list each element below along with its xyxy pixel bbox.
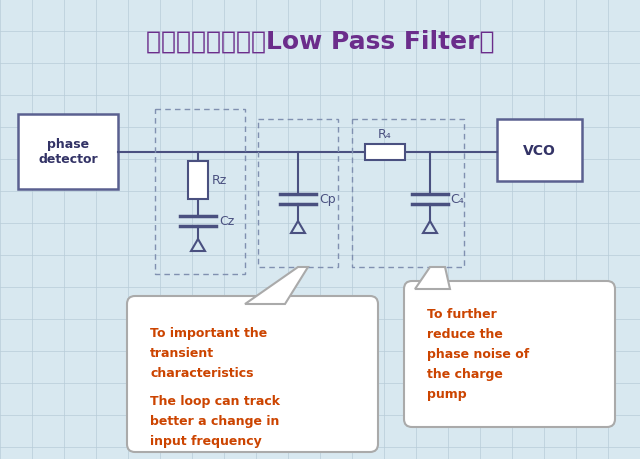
Text: transient: transient [150, 346, 214, 359]
Polygon shape [245, 268, 308, 304]
Text: VCO: VCO [523, 144, 556, 157]
Text: better a change in: better a change in [150, 414, 280, 427]
Text: phase noise of: phase noise of [427, 347, 529, 360]
Text: C₄: C₄ [450, 193, 464, 206]
Text: To important the: To important the [150, 326, 268, 339]
Text: The loop can track: The loop can track [150, 394, 280, 407]
Text: 环路低通滤波器（Low Pass Filter）: 环路低通滤波器（Low Pass Filter） [146, 30, 494, 54]
Polygon shape [415, 268, 450, 289]
Text: the charge: the charge [427, 367, 503, 380]
FancyBboxPatch shape [404, 281, 615, 427]
Text: R₄: R₄ [378, 128, 392, 141]
FancyBboxPatch shape [365, 145, 405, 161]
Text: Cp: Cp [319, 193, 335, 206]
Text: QFtech: QFtech [510, 394, 550, 404]
Text: input frequency: input frequency [150, 434, 262, 447]
FancyBboxPatch shape [497, 120, 582, 182]
FancyBboxPatch shape [188, 162, 208, 200]
Text: Cz: Cz [219, 215, 234, 228]
Text: phase
detector: phase detector [38, 138, 98, 166]
Text: To further: To further [427, 308, 497, 320]
FancyBboxPatch shape [18, 115, 118, 190]
Text: Rz: Rz [212, 174, 227, 187]
Text: characteristics: characteristics [150, 366, 253, 379]
FancyBboxPatch shape [127, 297, 378, 452]
Text: 电子工程网: 电子工程网 [513, 414, 547, 424]
Text: pump: pump [427, 387, 467, 400]
Text: reduce the: reduce the [427, 327, 503, 340]
